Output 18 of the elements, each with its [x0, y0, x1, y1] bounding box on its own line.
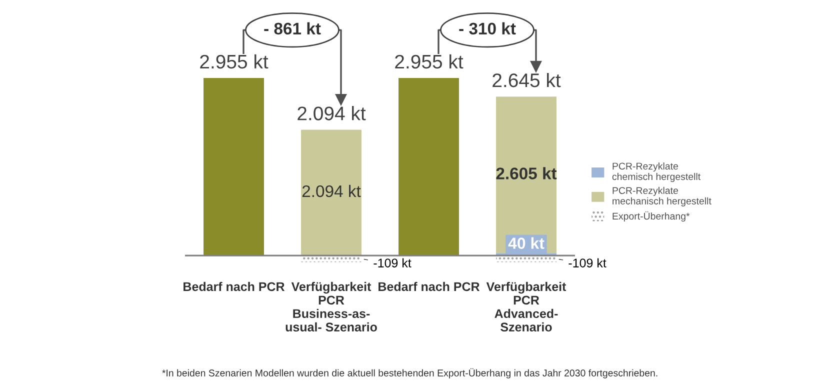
data-label: -109 kt [568, 258, 606, 268]
legend-label: Export-Überhang* [612, 211, 690, 222]
data-label: 40 kt [508, 237, 544, 249]
x-tick-label: Verfügbarkeit PCR Advanced- Szenario [486, 282, 566, 332]
text: - 310 kt [459, 22, 516, 35]
x-tick-label: Bedarf nach PCR [184, 282, 285, 292]
data-label: 2.955 kt [200, 54, 268, 69]
text: - 861 kt [264, 22, 321, 35]
legend-label: PCR-Rezyklate mechanisch hergestellt [612, 186, 712, 206]
data-label: 2.955 kt [395, 54, 464, 69]
text: *In beiden Szenarien Modellen wurden die aktuell bestehenden Export-Überhang in das Jahr 2030 fortgeschrieben. [162, 368, 658, 378]
x-tick-label: Verfügbarkeit PCR Business-as- usual- Szenario [286, 282, 377, 332]
data-label: 2.094 kt [302, 184, 361, 198]
legend-label: PCR-Rezyklate chemisch hergestellt [612, 162, 701, 182]
data-label: -109 kt [374, 258, 412, 268]
annotation: 2.645 kt [492, 72, 561, 88]
annotation: 2.094 kt [298, 106, 366, 120]
x-tick-label: Bedarf nach PCR [378, 282, 480, 292]
